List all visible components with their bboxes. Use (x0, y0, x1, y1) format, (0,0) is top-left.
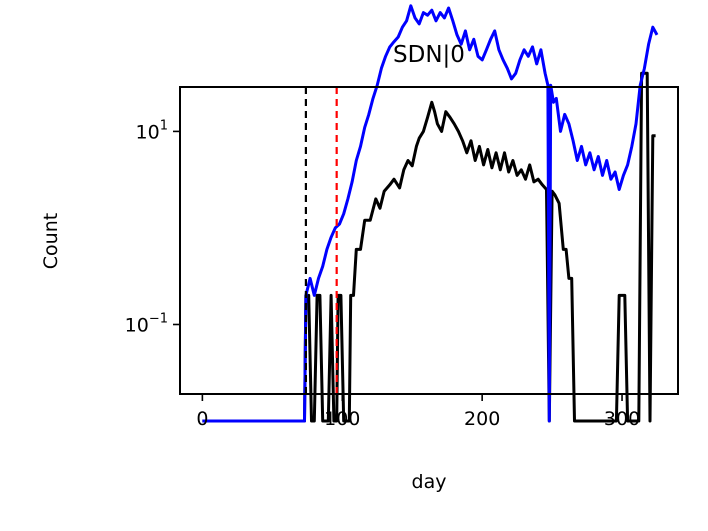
x-tick-label: 200 (464, 408, 500, 430)
y-axis-label: Count (40, 213, 62, 269)
x-tick-label: 300 (604, 408, 640, 430)
plot-frame (179, 86, 679, 395)
chart-title: SDN|0 (393, 42, 465, 68)
x-tick-label: 0 (196, 408, 208, 430)
series-line-0 (202, 71, 656, 423)
x-axis: 0 100 200 300 (196, 394, 640, 430)
x-axis-label: day (412, 471, 447, 493)
y-axis: 101 10−1 (125, 118, 180, 336)
plot-series-layer (202, 4, 659, 423)
reference-lines-layer (304, 87, 338, 394)
y-tick-label: 101 (136, 118, 168, 143)
x-tick-label: 100 (324, 408, 360, 430)
y-tick-label: 10−1 (125, 311, 168, 336)
series-line-1 (202, 4, 659, 423)
